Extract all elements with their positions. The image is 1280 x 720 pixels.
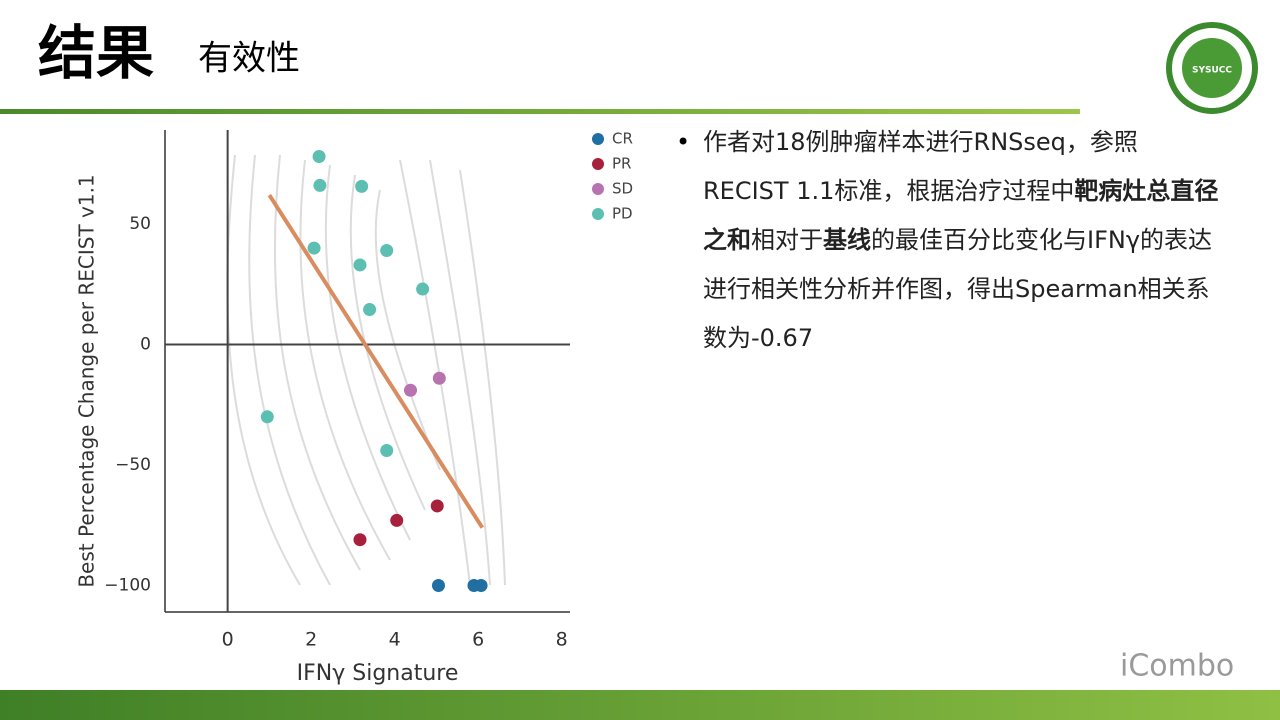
- point: [353, 258, 367, 272]
- legend-swatch: [592, 208, 604, 220]
- bold-text: 靶病灶总直径之和: [703, 177, 1219, 254]
- legend-swatch: [592, 133, 604, 145]
- contours: [226, 154, 506, 586]
- point: [404, 383, 418, 397]
- title: 结果: [38, 19, 154, 87]
- point: [312, 150, 326, 164]
- point: [416, 282, 430, 296]
- point: [390, 513, 404, 527]
- logo-text: SYSUCC: [1192, 66, 1232, 76]
- point: [430, 499, 444, 513]
- text: 作者对18例肿瘤样本进行RNSseq，参照RECIST 1.1标准，根据治疗过程…: [703, 128, 1138, 205]
- legend-label: PD: [612, 205, 633, 223]
- point: [363, 303, 377, 317]
- point: [380, 444, 394, 458]
- point: [260, 410, 274, 424]
- point: [355, 179, 369, 193]
- watermark: iCombo: [1120, 649, 1234, 684]
- y-axis-label: Best Percentage Change per RECIST v1.1: [75, 174, 99, 587]
- legend-label: CR: [612, 130, 633, 148]
- bold-text: 基线: [823, 226, 871, 254]
- x-axis-label: IFNγ Signature: [297, 661, 459, 686]
- subtitle: 有效性: [198, 39, 300, 79]
- footer-band: [0, 690, 1280, 720]
- legend-swatch: [592, 183, 604, 195]
- point: [431, 578, 445, 592]
- y-tick-label: −50: [115, 455, 151, 475]
- x-tick-label: 0: [222, 629, 234, 651]
- point: [474, 578, 488, 592]
- legend-swatch: [592, 158, 604, 170]
- y-tick-label: −100: [104, 575, 151, 595]
- header-rule: [0, 109, 1080, 114]
- point: [313, 178, 327, 192]
- bullet-text: 作者对18例肿瘤样本进行RNSseq，参照RECIST 1.1标准，根据治疗过程…: [703, 118, 1223, 363]
- x-tick-label: 4: [389, 629, 401, 651]
- text: 相对于: [751, 226, 823, 254]
- point: [380, 244, 394, 257]
- legend-label: SD: [612, 180, 633, 198]
- bullet-dot: •: [676, 128, 691, 156]
- x-tick-label: 8: [556, 629, 568, 651]
- y-tick-label: 50: [129, 214, 151, 234]
- point: [432, 371, 446, 385]
- text: 的最佳百分比变化与IFNγ的表达进行相关性分析并作图，得出Spearman相关系…: [703, 226, 1213, 352]
- x-tick-label: 6: [472, 629, 484, 651]
- legend-label: PR: [612, 155, 631, 173]
- x-tick-label: 2: [305, 629, 317, 651]
- point: [307, 241, 321, 255]
- point: [353, 533, 367, 547]
- trend-line: [267, 193, 485, 529]
- y-tick-label: 0: [140, 334, 151, 354]
- logo-core: [1182, 38, 1242, 98]
